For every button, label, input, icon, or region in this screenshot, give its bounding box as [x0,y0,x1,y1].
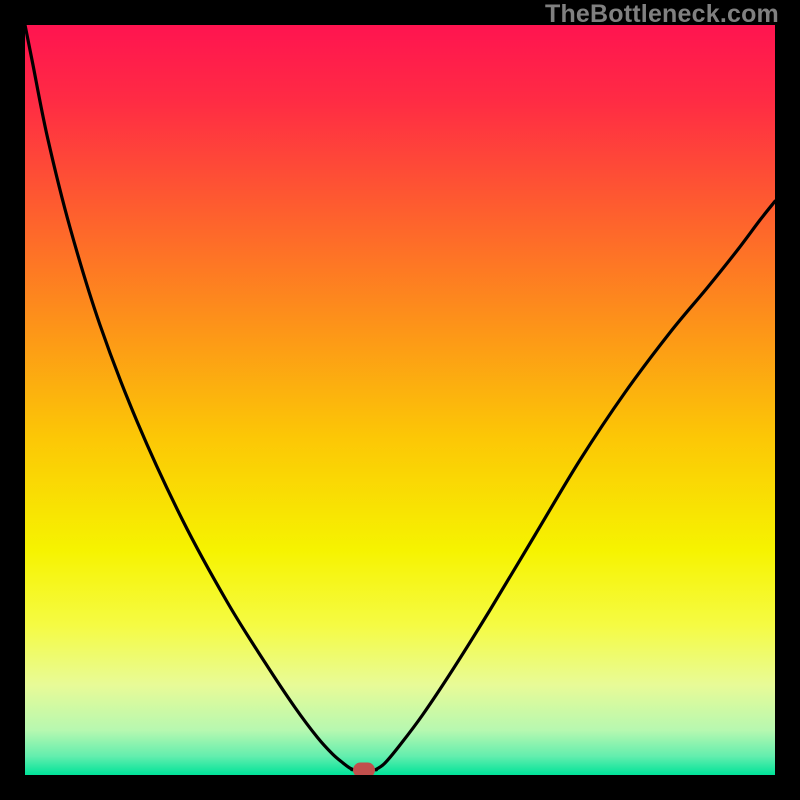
optimum-marker [353,762,375,775]
bottleneck-curve [25,25,775,775]
watermark-text: TheBottleneck.com [545,0,779,29]
chart-frame: TheBottleneck.com [0,0,800,800]
plot-area [25,25,775,775]
